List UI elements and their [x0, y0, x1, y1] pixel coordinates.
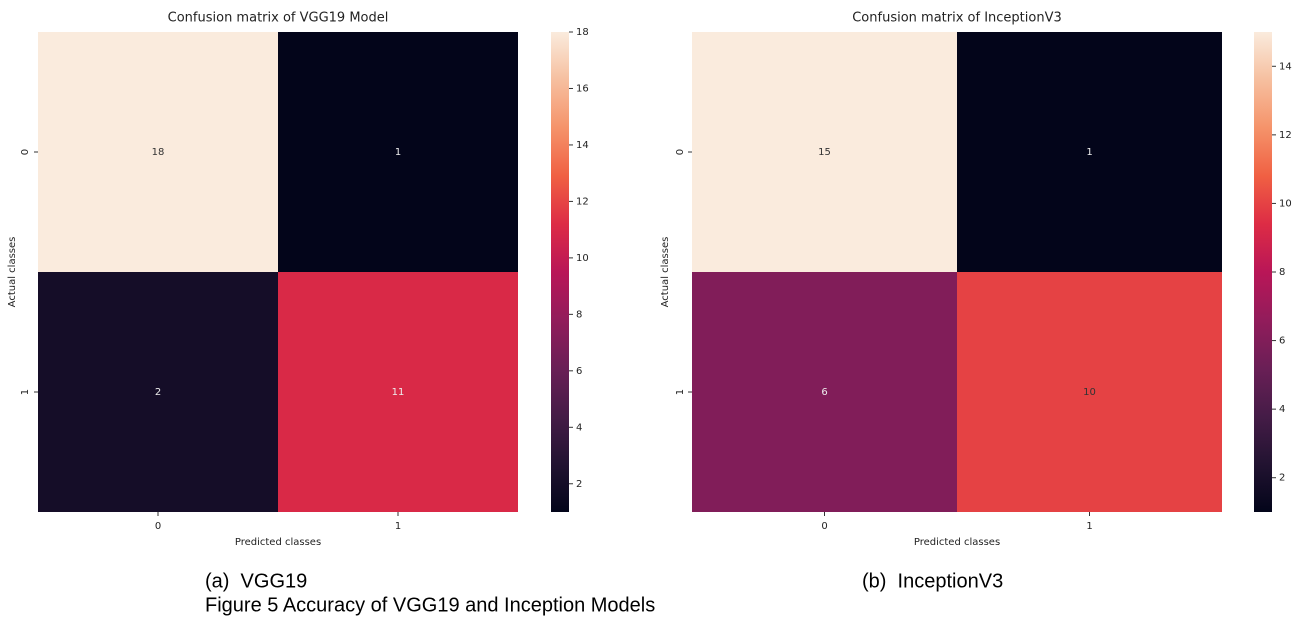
subcaption: (a) VGG19	[205, 570, 307, 592]
heatmap-cell	[38, 272, 278, 512]
colorbar-tick-label: 12	[576, 196, 589, 207]
colorbar-tick-label: 4	[576, 422, 582, 433]
colorbar	[1254, 32, 1272, 512]
chart-title: Confusion matrix of VGG19 Model	[168, 11, 389, 26]
y-axis-label: Actual classes	[660, 237, 671, 308]
heatmap-cell	[692, 272, 957, 512]
x-axis-label: Predicted classes	[235, 537, 321, 548]
cell-label: 10	[1083, 387, 1096, 398]
x-tick-label: 0	[821, 521, 827, 532]
x-tick-label: 1	[1086, 521, 1092, 532]
colorbar-tick-label: 10	[576, 253, 589, 264]
colorbar-tick-label: 14	[576, 140, 589, 151]
colorbar-tick-label: 6	[1279, 336, 1285, 347]
colorbar-tick-label: 2	[1279, 473, 1285, 484]
y-tick-label: 1	[20, 389, 31, 395]
subcaption: (b) InceptionV3	[862, 570, 1003, 592]
colorbar-tick-label: 12	[1279, 130, 1292, 141]
cell-label: 1	[395, 147, 401, 158]
colorbar-tick-label: 4	[1279, 404, 1285, 415]
colorbar-tick-label: 2	[576, 479, 582, 490]
colorbar-tick-label: 8	[1279, 267, 1285, 278]
cell-label: 15	[818, 147, 831, 158]
cell-label: 1	[1086, 147, 1092, 158]
chart-title: Confusion matrix of InceptionV3	[852, 11, 1062, 26]
y-tick-label: 0	[20, 149, 31, 155]
colorbar-tick-label: 6	[576, 366, 582, 377]
x-axis-label: Predicted classes	[914, 537, 1000, 548]
figure-caption: Figure 5 Accuracy of VGG19 and Inception…	[205, 594, 655, 616]
cell-label: 2	[155, 387, 161, 398]
cell-label: 11	[392, 387, 405, 398]
heatmap-cell	[278, 32, 518, 272]
colorbar	[551, 32, 569, 512]
heatmap-cell	[692, 32, 957, 272]
y-axis-label: Actual classes	[7, 237, 18, 308]
colorbar-tick-label: 8	[576, 309, 582, 320]
heatmap-cell	[278, 272, 518, 512]
colorbar-tick-label: 10	[1279, 198, 1292, 209]
colorbar-tick-label: 18	[576, 27, 589, 38]
x-tick-label: 1	[395, 521, 401, 532]
cell-label: 18	[152, 147, 165, 158]
heatmap-cell	[38, 32, 278, 272]
heatmap-cell	[957, 272, 1222, 512]
x-tick-label: 0	[155, 521, 161, 532]
heatmap-cell	[957, 32, 1222, 272]
y-tick-label: 0	[675, 149, 686, 155]
colorbar-tick-label: 14	[1279, 61, 1292, 72]
y-tick-label: 1	[675, 389, 686, 395]
colorbar-tick-label: 16	[576, 83, 589, 94]
cell-label: 6	[821, 387, 827, 398]
